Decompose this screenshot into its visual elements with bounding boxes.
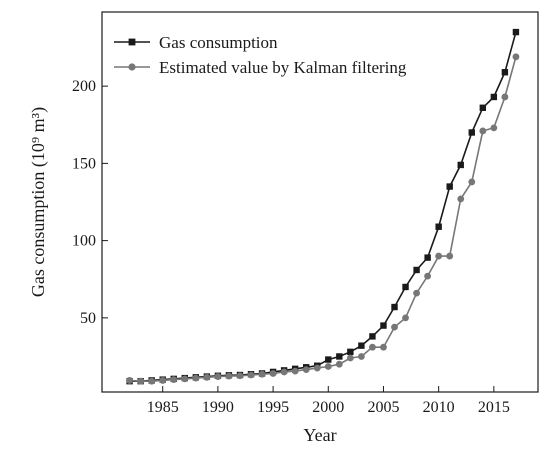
legend-label: Gas consumption <box>159 33 278 52</box>
data-point-circle <box>137 377 145 385</box>
data-point-circle <box>280 368 288 376</box>
data-point-circle <box>214 373 222 380</box>
data-point-square <box>490 93 498 101</box>
data-point-circle <box>346 354 354 362</box>
data-point-circle <box>380 343 387 351</box>
y-tick-label: 200 <box>72 78 96 95</box>
series-1 <box>126 28 520 385</box>
y-tick-label: 50 <box>80 310 96 327</box>
data-point-square <box>347 348 354 356</box>
data-point-circle <box>159 377 167 384</box>
data-point-square <box>501 69 509 76</box>
y-axis-title: Gas consumption (10⁹ m³) <box>28 107 49 297</box>
data-point-circle <box>269 370 277 377</box>
data-point-square <box>446 183 453 190</box>
data-point-circle <box>369 343 376 351</box>
data-point-circle <box>357 353 365 360</box>
series-2 <box>126 53 520 385</box>
x-tick-label: 2015 <box>478 399 510 416</box>
legend-marker-square <box>128 38 136 46</box>
data-point-circle <box>258 370 266 378</box>
data-point-circle <box>247 371 255 379</box>
data-point-square <box>358 342 365 349</box>
y-tick-label: 150 <box>72 155 96 172</box>
data-point-square <box>435 223 442 230</box>
data-point-circle <box>468 178 476 186</box>
data-point-circle <box>170 376 178 384</box>
data-point-circle <box>391 323 398 331</box>
data-point-circle <box>335 360 343 368</box>
plot-area-frame <box>101 11 539 393</box>
data-point-circle <box>402 314 409 322</box>
data-point-square <box>369 333 376 340</box>
x-tick-label: 2010 <box>423 399 455 416</box>
series-2-line <box>129 56 517 383</box>
data-point-circle <box>490 124 498 132</box>
data-point-circle <box>512 53 520 61</box>
data-point-circle <box>435 252 443 260</box>
data-point-square <box>413 266 420 274</box>
x-axis-title: Year <box>303 425 336 445</box>
data-point-circle <box>324 363 332 370</box>
series-layer <box>126 28 520 385</box>
data-point-circle <box>457 195 465 203</box>
data-point-circle <box>424 272 432 280</box>
legend-marker-circle <box>128 63 136 71</box>
x-tick-label: 2005 <box>367 399 399 416</box>
data-point-circle <box>181 375 189 383</box>
data-point-circle <box>148 377 156 385</box>
data-point-circle <box>313 364 321 372</box>
data-point-circle <box>501 93 509 101</box>
x-tick-label: 1990 <box>202 399 234 416</box>
data-point-square <box>391 303 398 311</box>
data-point-square <box>479 104 487 111</box>
data-point-square <box>325 356 332 363</box>
data-point-circle <box>126 377 133 384</box>
series-1-line <box>129 31 517 383</box>
x-tick-label: 1985 <box>147 399 179 416</box>
data-point-circle <box>446 252 454 260</box>
data-point-circle <box>291 367 299 375</box>
data-point-square <box>457 161 464 169</box>
legend-label: Estimated value by Kalman filtering <box>159 58 407 77</box>
data-point-circle <box>236 372 244 380</box>
legend: Gas consumption Estimated value by Kalman… <box>114 33 407 77</box>
data-point-circle <box>192 374 200 382</box>
x-axis: 1985 1990 1995 2000 2005 2010 2015 <box>147 386 510 416</box>
data-point-square <box>512 28 520 36</box>
data-point-square <box>402 283 409 291</box>
data-point-circle <box>479 127 487 135</box>
y-tick-label: 100 <box>72 233 96 250</box>
data-point-circle <box>203 373 211 381</box>
data-point-circle <box>225 372 233 380</box>
data-point-square <box>380 322 387 329</box>
data-point-square <box>336 353 343 360</box>
data-point-square <box>424 254 431 261</box>
x-tick-label: 2000 <box>312 399 344 416</box>
data-point-circle <box>302 366 310 374</box>
data-point-circle <box>413 289 420 297</box>
data-point-square <box>468 129 475 136</box>
y-axis: 50 100 150 200 <box>72 78 108 327</box>
x-tick-label: 1995 <box>257 399 289 416</box>
